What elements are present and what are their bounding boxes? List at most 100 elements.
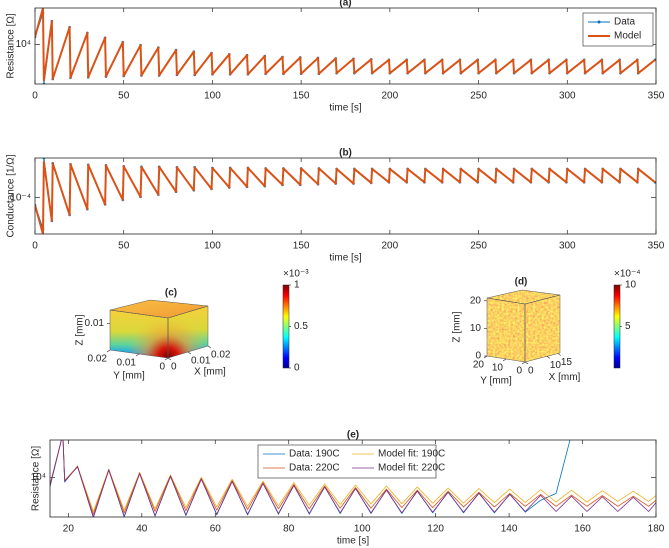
x-tick-label: 0.02: [211, 350, 231, 361]
y-tick-label: 0.01: [117, 358, 137, 369]
x-axis-label: X [mm]: [194, 367, 226, 378]
cube-face: [525, 295, 560, 362]
chart-title: (b): [339, 148, 352, 159]
legend-label: Model: [614, 31, 641, 42]
x-tick-label: 20: [63, 524, 75, 535]
series-line: [50, 440, 656, 517]
plot-area: [35, 158, 656, 234]
y-axis-label: Conductance [1/Ω]: [6, 154, 17, 237]
y-axis-label: Y [mm]: [480, 376, 512, 387]
y-tick: [521, 361, 526, 365]
x-tick-label: 50: [118, 91, 130, 102]
y-tick-label: 10: [492, 363, 504, 374]
y-tick: [135, 353, 140, 357]
legend-label: Data: 190C: [289, 449, 340, 460]
colorbar-exponent: ×10⁻³: [283, 269, 309, 280]
z-axis-label: Z [mm]: [75, 314, 86, 345]
cube-face: [110, 300, 208, 318]
z-tick-label: 0: [475, 351, 481, 362]
y-tick-label: 10⁻⁴: [10, 192, 31, 203]
x-tick-label: 0: [171, 362, 177, 373]
y-tick-label: 20: [473, 360, 485, 371]
x-tick-label: 100: [354, 524, 371, 535]
cube-edge: [524, 294, 561, 363]
series-group: [35, 8, 656, 84]
cube-hotspot: [110, 310, 168, 358]
x-axis-label: X [mm]: [549, 372, 581, 383]
x-tick-label: 0.01: [191, 356, 211, 367]
x-tick-label: 15: [561, 357, 573, 368]
x-axis-label: time [s]: [329, 103, 361, 114]
x-tick-label: 250: [470, 241, 487, 252]
y-tick-label: 0.02: [88, 354, 108, 365]
cube-hotspot: [168, 306, 208, 358]
z-axis-label: Z [mm]: [452, 311, 463, 342]
chart-title: (c): [165, 288, 177, 299]
x-tick-label: 250: [470, 91, 487, 102]
z-tick-label: 10: [470, 323, 482, 334]
series-group: [50, 440, 656, 517]
x-tick-label: 60: [210, 524, 222, 535]
axes-frame: [49, 439, 657, 518]
x-tick-label: 180: [648, 524, 665, 535]
y-axis-label: Resistance [Ω]: [31, 446, 42, 512]
y-tick: [164, 357, 169, 361]
x-tick-label: 0: [528, 366, 534, 377]
x-tick-label: 100: [204, 241, 221, 252]
y-tick: [106, 349, 111, 353]
x-tick-label: 350: [648, 241, 665, 252]
x-axis-label: time [s]: [337, 536, 369, 547]
y-tick: [483, 355, 488, 359]
legend-marker: [597, 20, 601, 24]
series-group: [35, 158, 656, 234]
x-tick: [524, 361, 529, 365]
colorbar-exponent: ×10⁻⁴: [614, 269, 641, 280]
x-tick: [557, 353, 561, 356]
colorbar-tick-label: 10: [625, 280, 637, 291]
x-tick: [167, 357, 172, 361]
x-tick-label: 40: [136, 524, 148, 535]
x-tick-label: 10: [550, 360, 562, 371]
x-tick-label: 300: [559, 91, 576, 102]
x-tick-label: 140: [501, 524, 518, 535]
x-tick-label: 150: [293, 91, 310, 102]
y-tick-label: 0: [159, 362, 165, 373]
x-tick: [207, 345, 212, 349]
legend-label: Data: [614, 17, 636, 28]
x-tick-label: 0: [32, 91, 38, 102]
x-tick-label: 100: [204, 91, 221, 102]
x-tick-label: 120: [427, 524, 444, 535]
x-tick-label: 300: [559, 241, 576, 252]
legend-label: Model fit: 190C: [378, 449, 445, 460]
series-line: [50, 440, 656, 515]
chart-title: (e): [347, 430, 359, 441]
chart-title: (d): [515, 277, 528, 288]
x-tick-label: 0: [32, 241, 38, 252]
x-tick-label: 50: [118, 241, 130, 252]
x-tick-label: 200: [382, 241, 399, 252]
colorbar-tick-label: 0: [294, 363, 300, 374]
colorbar: [282, 284, 290, 369]
x-tick-label: 200: [382, 91, 399, 102]
cube-face: [487, 290, 560, 304]
x-axis-label: time [s]: [329, 253, 361, 264]
y-tick: [502, 358, 507, 362]
cube-face: [487, 298, 525, 362]
z-tick-label: 20: [470, 295, 482, 306]
colorbar-tick-label: 1: [294, 280, 300, 291]
x-tick-label: 350: [648, 91, 665, 102]
legend-label: Model fit: 220C: [378, 463, 445, 474]
series-line: [35, 160, 656, 234]
legend-label: Data: 220C: [289, 463, 340, 474]
x-tick: [546, 356, 551, 359]
legend-box: [582, 12, 654, 47]
series-line: [35, 8, 656, 82]
colorbar-tick-label: 5: [625, 321, 631, 332]
y-tick-label: 10⁴: [16, 39, 31, 50]
y-tick-label: 10⁴: [31, 472, 46, 483]
plot-area: [35, 8, 656, 84]
x-tick-label: 160: [574, 524, 591, 535]
colorbar: [613, 284, 621, 369]
y-axis-label: Resistance [Ω]: [6, 13, 17, 79]
